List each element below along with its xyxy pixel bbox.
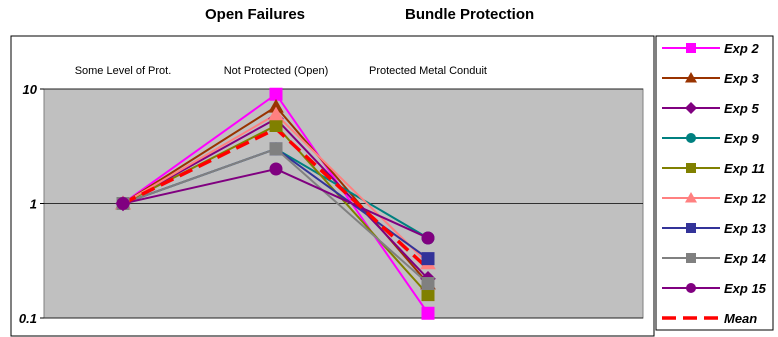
y-axis-ticks: 10 1 0.1: [19, 82, 44, 326]
x-category-label: Some Level of Prot.: [75, 65, 172, 77]
data-point-exp-13: [421, 252, 435, 266]
data-point-exp-14: [269, 142, 283, 156]
legend-marker-exp-2: [686, 43, 696, 53]
legend-marker-exp-3: [685, 72, 697, 83]
legend-label-exp-15: Exp 15: [724, 281, 767, 296]
data-point-exp-11: [269, 118, 283, 132]
y-tick-label: 0.1: [19, 311, 37, 326]
legend-label-exp-2: Exp 2: [724, 41, 759, 56]
data-point-exp-15: [269, 162, 283, 176]
legend-marker-exp-14: [686, 253, 696, 263]
legend-label-mean: Mean: [724, 311, 757, 326]
legend: Exp 2 Exp 3 Exp 5 Exp 9 Exp 11 Exp 12 Exp 13 Ex…: [662, 41, 767, 326]
gridlines: [44, 88, 643, 319]
legend-marker-exp-11: [686, 163, 696, 173]
legend-marker-exp-5: [685, 102, 697, 114]
x-axis-categories: Some Level of Prot. Not Protected (Open) P…: [75, 65, 487, 77]
data-point-exp-2: [421, 306, 435, 320]
data-point-exp-2: [269, 87, 283, 101]
legend-label-exp-14: Exp 14: [724, 251, 767, 266]
legend-label-exp-9: Exp 9: [724, 131, 759, 146]
legend-marker-exp-13: [686, 223, 696, 233]
y-tick-label: 1: [30, 197, 37, 212]
legend-marker-exp-12: [685, 192, 697, 203]
x-category-label: Protected Metal Conduit: [369, 65, 487, 77]
data-point-exp-15: [116, 197, 130, 210]
legend-label-exp-11: Exp 11: [724, 161, 765, 176]
data-point-exp-14: [421, 277, 435, 291]
x-category-label: Not Protected (Open): [224, 65, 329, 77]
chart-title-bundle-protection: Bundle Protection: [405, 6, 535, 23]
data-point-exp-3: [268, 98, 284, 113]
legend-label-exp-5: Exp 5: [724, 101, 759, 116]
data-point-exp-15: [421, 231, 435, 245]
legend-marker-exp-9: [686, 133, 696, 143]
legend-label-exp-12: Exp 12: [724, 191, 767, 206]
legend-box: [655, 35, 774, 331]
legend-label-exp-13: Exp 13: [724, 221, 767, 236]
legend-label-exp-3: Exp 3: [724, 71, 759, 86]
y-tick-label: 10: [23, 82, 38, 97]
chart-title-open-failures: Open Failures: [205, 6, 306, 23]
data-point-exp-11: [421, 288, 435, 302]
series-markers: [115, 87, 436, 320]
legend-marker-exp-15: [686, 283, 696, 293]
data-point-exp-12: [268, 106, 284, 121]
